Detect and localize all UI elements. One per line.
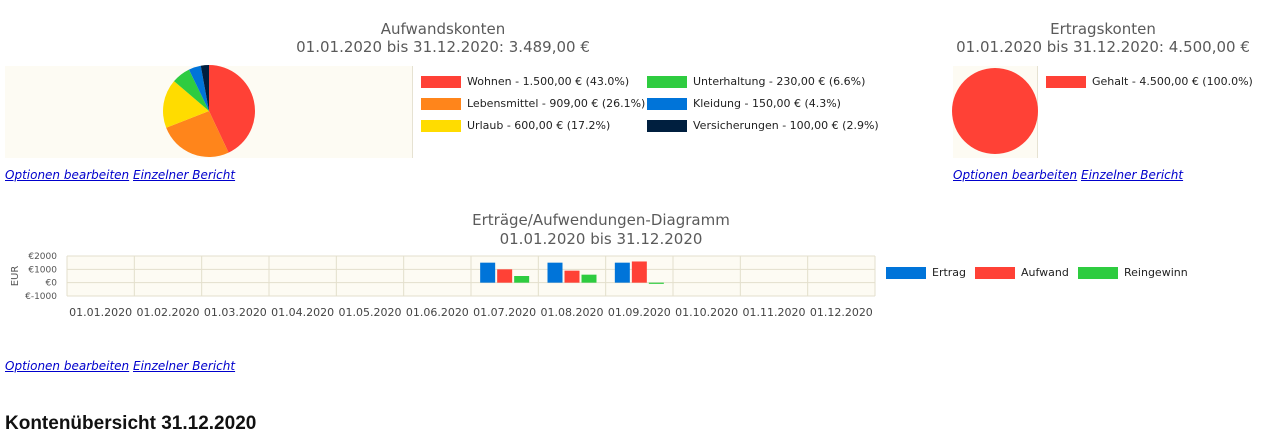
x-tick-label: 01.11.2020 xyxy=(743,306,806,319)
expense-pie-legend-item: Wohnen - 1.500,00 € (43.0%) xyxy=(421,75,629,88)
expense-pie-links: Optionen bearbeiten Einzelner Bericht xyxy=(5,168,235,182)
legend-swatch xyxy=(647,119,687,132)
edit-options-link[interactable]: Optionen bearbeiten xyxy=(5,359,130,373)
x-tick-label: 01.04.2020 xyxy=(271,306,334,319)
legend-label: Wohnen - 1.500,00 € (43.0%) xyxy=(467,75,630,88)
legend-label: Versicherungen - 100,00 € (2.9%) xyxy=(693,119,879,132)
bar-aufwand xyxy=(631,261,647,283)
x-tick-label: 01.03.2020 xyxy=(204,306,267,319)
income-pie-subtitle: 01.01.2020 bis 31.12.2020: 4.500,00 € xyxy=(956,38,1250,56)
bar-ertrag xyxy=(547,262,563,283)
y-tick-label: €2000 xyxy=(28,252,57,262)
edit-options-link[interactable]: Optionen bearbeiten xyxy=(5,168,130,182)
income-pie-legend-item: Gehalt - 4.500,00 € (100.0%) xyxy=(1046,75,1253,88)
pie-slice-kleidung xyxy=(188,65,209,111)
x-tick-label: 01.08.2020 xyxy=(541,306,604,319)
x-tick-label: 01.07.2020 xyxy=(473,306,536,319)
bar-chart-subtitle: 01.01.2020 bis 31.12.2020 xyxy=(499,230,703,248)
income-pie-title: Ertragskonten xyxy=(1050,20,1156,38)
pie-slice-versicherungen xyxy=(200,65,209,111)
legend-swatch xyxy=(647,97,687,110)
bar-aufwand xyxy=(497,269,513,283)
pie-slice-lebensmittel xyxy=(166,111,229,157)
legend-label: Lebensmittel - 909,00 € (26.1%) xyxy=(467,97,646,110)
expense-pie-title: Aufwandskonten xyxy=(380,20,506,38)
section-heading: Kontenübersicht 31.12.2020 xyxy=(5,413,257,434)
bar-ertrag xyxy=(614,262,630,283)
income-pie-links: Optionen bearbeiten Einzelner Bericht xyxy=(953,168,1183,182)
legend-swatch xyxy=(886,266,926,279)
bar-reingewinn xyxy=(514,276,530,283)
legend-label: Unterhaltung - 230,00 € (6.6%) xyxy=(693,75,866,88)
legend-swatch xyxy=(421,119,461,132)
pie-slice-urlaub xyxy=(163,81,209,128)
expense-pie-legend-item: Versicherungen - 100,00 € (2.9%) xyxy=(647,119,879,132)
legend-swatch xyxy=(1078,266,1118,279)
bar-legend-item: Aufwand xyxy=(975,266,1069,279)
expense-pie-legend-item: Lebensmittel - 909,00 € (26.1%) xyxy=(421,97,645,110)
y-tick-label: €-1000 xyxy=(25,292,57,302)
edit-options-link[interactable]: Optionen bearbeiten xyxy=(953,168,1078,182)
x-tick-label: 01.10.2020 xyxy=(675,306,738,319)
legend-swatch xyxy=(1046,75,1086,88)
y-axis-label: EUR xyxy=(10,266,21,287)
x-tick-label: 01.06.2020 xyxy=(406,306,469,319)
x-tick-label: 01.01.2020 xyxy=(69,306,132,319)
bar-chart: €2000 €1000 €0 €-1000 EUR 01.01.2020 01.02.202… xyxy=(10,252,876,319)
bar-aufwand xyxy=(564,270,580,283)
legend-swatch xyxy=(647,75,687,88)
legend-label: Urlaub - 600,00 € (17.2%) xyxy=(467,119,611,132)
pie-slice-unterhaltung xyxy=(174,69,209,111)
bar-chart-links: Optionen bearbeiten Einzelner Bericht xyxy=(5,359,235,373)
pie-slice-wohnen xyxy=(209,65,256,153)
legend-label: Gehalt - 4.500,00 € (100.0%) xyxy=(1092,75,1253,88)
single-report-link[interactable]: Einzelner Bericht xyxy=(133,168,236,182)
y-tick-label: €1000 xyxy=(28,265,57,275)
bar-legend-item: Reingewinn xyxy=(1078,266,1188,279)
x-tick-label: 01.02.2020 xyxy=(137,306,200,319)
legend-label: Ertrag xyxy=(932,266,967,279)
legend-swatch xyxy=(975,266,1015,279)
legend-label: Kleidung - 150,00 € (4.3%) xyxy=(693,97,841,110)
expense-pie-legend-item: Unterhaltung - 230,00 € (6.6%) xyxy=(647,75,865,88)
pie-slice-gehalt xyxy=(952,68,1038,154)
legend-swatch xyxy=(421,97,461,110)
bar-chart-title: Erträge/Aufwendungen-Diagramm xyxy=(472,211,730,229)
bar-ertrag xyxy=(480,262,496,283)
bar-legend-item: Ertrag xyxy=(886,266,966,279)
expense-pie-legend-item: Urlaub - 600,00 € (17.2%) xyxy=(421,119,610,132)
bar-reingewinn xyxy=(648,282,664,284)
expense-pie-subtitle: 01.01.2020 bis 31.12.2020: 3.489,00 € xyxy=(296,38,590,56)
x-tick-label: 01.05.2020 xyxy=(339,306,402,319)
expense-pie-legend-item: Kleidung - 150,00 € (4.3%) xyxy=(647,97,841,110)
bar-reingewinn xyxy=(581,274,597,283)
legend-label: Aufwand xyxy=(1021,266,1069,279)
income-pie-chart xyxy=(952,68,1038,154)
single-report-link[interactable]: Einzelner Bericht xyxy=(1081,168,1184,182)
single-report-link[interactable]: Einzelner Bericht xyxy=(133,359,236,373)
y-tick-label: €0 xyxy=(46,279,58,289)
x-tick-label: 01.09.2020 xyxy=(608,306,671,319)
expense-pie-chart xyxy=(163,65,256,157)
legend-label: Reingewinn xyxy=(1124,266,1188,279)
legend-swatch xyxy=(421,75,461,88)
x-tick-label: 01.12.2020 xyxy=(810,306,873,319)
